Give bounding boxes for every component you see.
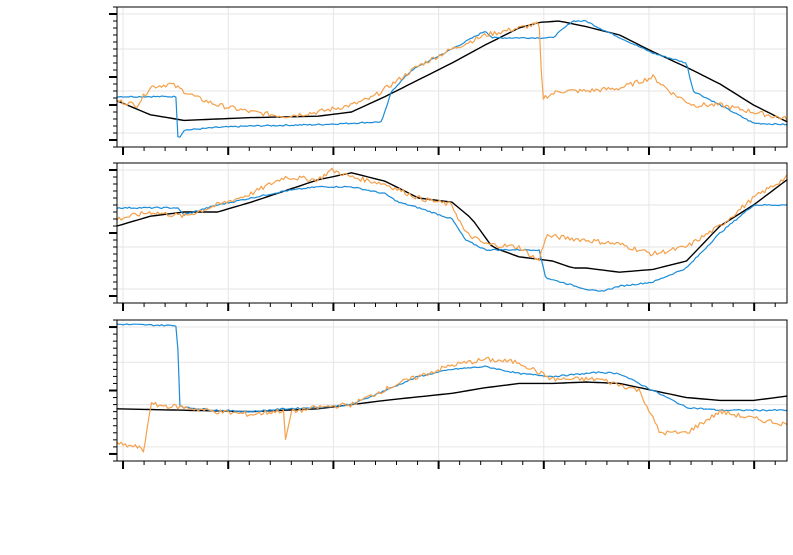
series-line-orange (116, 167, 788, 262)
series-line-orange (116, 356, 788, 453)
series-line-orange (116, 21, 788, 122)
plot-frame (116, 319, 788, 462)
subplot-3 (109, 319, 788, 469)
subplot-2 (109, 162, 788, 311)
subplot-1 (109, 6, 788, 155)
plot-frame (116, 6, 788, 148)
series-line-blue (116, 323, 788, 413)
series-line-blue (116, 185, 788, 292)
plot-frame (116, 162, 788, 304)
series-line-black (116, 172, 788, 273)
series-line-black (116, 20, 788, 123)
